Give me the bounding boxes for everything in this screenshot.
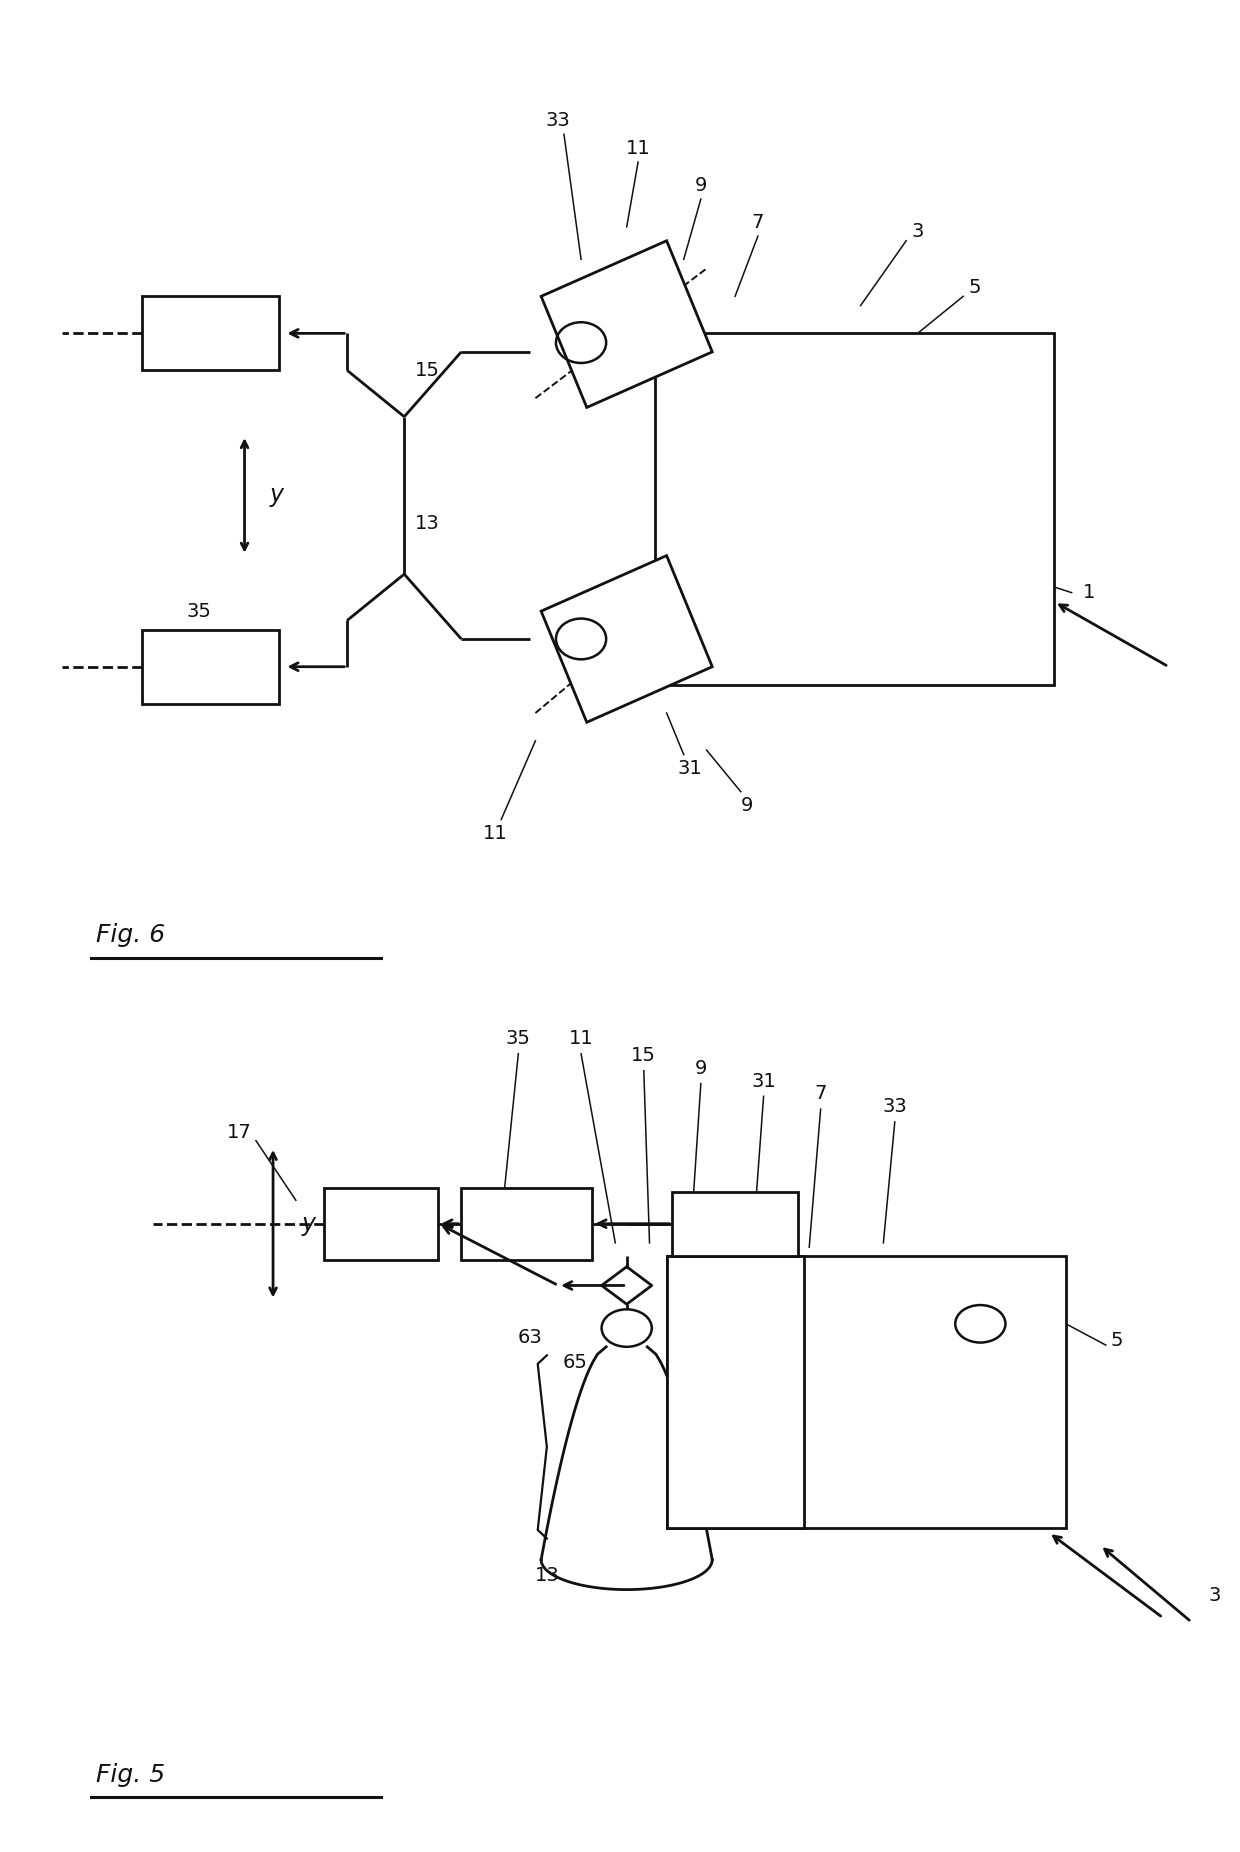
Text: 7: 7 [815, 1083, 827, 1104]
Text: 11: 11 [569, 1030, 594, 1048]
Text: 3: 3 [1208, 1585, 1220, 1604]
Text: 5: 5 [1111, 1332, 1123, 1350]
Text: y: y [301, 1211, 315, 1235]
Text: 63: 63 [517, 1328, 542, 1346]
Text: 9: 9 [694, 1059, 707, 1078]
Polygon shape [541, 556, 712, 722]
Text: 11: 11 [626, 139, 651, 157]
Text: Fig. 5: Fig. 5 [97, 1763, 165, 1787]
Text: 33: 33 [883, 1096, 908, 1117]
Text: 33: 33 [546, 111, 570, 130]
Text: 17: 17 [227, 1122, 252, 1141]
Bar [667, 1256, 1066, 1528]
Text: 13: 13 [414, 513, 439, 533]
Text: 13: 13 [534, 1567, 559, 1585]
Text: 31: 31 [751, 1072, 776, 1091]
Bar [141, 630, 279, 704]
Text: Fig. 6: Fig. 6 [97, 924, 165, 946]
Polygon shape [541, 241, 712, 407]
Text: 11: 11 [484, 824, 508, 843]
Text: 65: 65 [563, 1354, 588, 1372]
Bar [667, 1256, 804, 1528]
Text: y: y [269, 483, 284, 507]
Text: 35: 35 [506, 1030, 531, 1048]
Bar [141, 296, 279, 370]
Polygon shape [601, 1267, 652, 1304]
Text: 1: 1 [1083, 583, 1095, 602]
Text: 7: 7 [751, 213, 764, 232]
Text: 5: 5 [968, 278, 981, 296]
Bar [655, 333, 1054, 685]
Text: 15: 15 [414, 361, 439, 380]
Bar [461, 1187, 593, 1259]
Text: 9: 9 [740, 796, 753, 815]
Bar [672, 1193, 797, 1256]
Text: 31: 31 [677, 759, 702, 778]
Text: 3: 3 [911, 222, 924, 241]
Bar [325, 1187, 439, 1259]
Text: 9: 9 [694, 176, 707, 194]
Text: 15: 15 [631, 1046, 656, 1065]
Text: 35: 35 [186, 602, 211, 620]
